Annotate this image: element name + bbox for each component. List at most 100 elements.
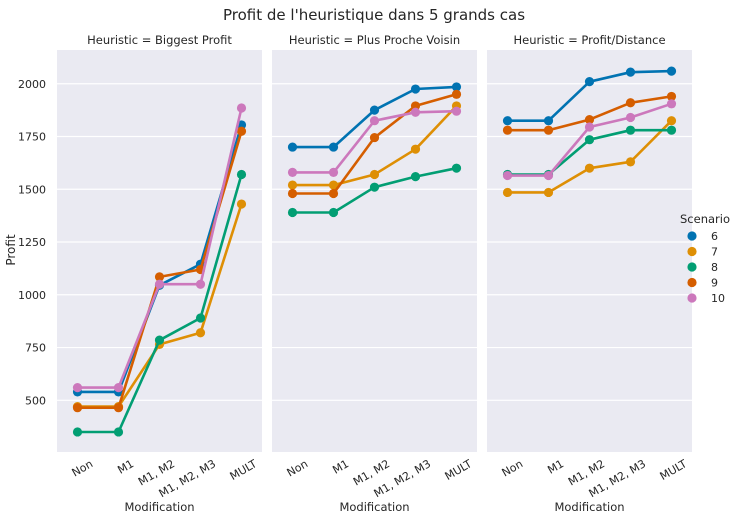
x-axis-label: Modification [339,500,409,514]
data-point [584,122,595,132]
legend: Scenario 6 7 8 9 10 [680,212,730,305]
data-point [287,188,298,199]
legend-marker [687,293,697,303]
legend-marker [687,246,697,257]
data-point [625,67,636,77]
data-point [369,132,380,143]
legend-label: 7 [711,246,718,259]
data-point [328,167,339,177]
data-point [236,103,247,113]
panel-title: Heuristic = Biggest Profit [87,33,232,47]
legend-marker [687,231,697,241]
data-point [328,142,339,152]
data-point [502,187,513,198]
x-tick-label: M1 [545,457,566,477]
data-point [543,170,554,181]
data-point [410,101,421,111]
legend-marker [687,277,697,288]
data-point [625,125,636,135]
x-tick-label: M1 [115,457,136,477]
x-tick-label: Non [285,457,311,479]
data-point [328,180,339,190]
data-point [195,279,206,289]
data-point [369,182,380,192]
legend-label: 6 [711,230,718,243]
data-point [236,199,247,209]
data-point [154,335,165,345]
data-point [236,126,247,136]
data-point [502,170,513,181]
data-point [236,169,247,180]
facet-panels: Heuristic = Biggest Profit 500 750 1000 1250… [18,33,692,514]
data-point [369,169,380,180]
data-point [625,112,636,123]
data-point [451,89,462,99]
data-point [666,91,677,102]
legend-marker [687,262,697,272]
x-tick-label: Non [70,457,96,479]
data-point [154,272,165,282]
data-point [666,116,677,126]
data-point [113,383,124,393]
data-point [666,99,677,109]
data-point [666,125,677,135]
data-point [369,105,380,115]
data-point [154,279,165,289]
data-point [113,427,124,437]
data-point [195,328,206,338]
data-point [410,107,421,117]
data-point [113,403,124,413]
data-point [451,106,462,116]
data-point [543,116,554,126]
y-tick-label: 750 [25,342,46,355]
data-point [584,163,595,173]
panel-title: Heuristic = Profit/Distance [513,33,665,47]
data-point [584,135,595,145]
data-point [543,125,554,135]
panel-title: Heuristic = Plus Proche Voisin [289,33,460,47]
y-tick-label: 1250 [18,236,46,249]
y-tick-label: 1750 [18,131,46,144]
x-tick-label: MULT [658,457,690,483]
data-point [72,427,83,437]
legend-title: Scenario [680,212,730,226]
data-point [287,167,298,177]
data-point [287,142,298,152]
legend-label: 8 [711,261,718,274]
data-point [410,84,421,94]
data-point [328,207,339,218]
x-tick-label: MULT [228,457,260,483]
data-point [543,187,554,198]
data-point [72,403,83,413]
y-axis-label: Profit [4,234,18,266]
data-point [369,116,380,126]
data-point [328,188,339,199]
y-tick-label: 1000 [18,289,46,302]
data-point [584,77,595,87]
legend-label: 9 [711,277,718,290]
y-tick-label: 1500 [18,183,46,196]
facet-panel: Heuristic = Biggest Profit 500 750 1000 1250… [18,33,262,514]
y-tick-label: 2000 [18,78,46,91]
x-tick-label: MULT [443,457,475,483]
data-point [451,82,462,92]
data-point [195,313,206,323]
data-point [625,157,636,167]
x-axis-label: Modification [124,500,194,514]
x-axis-label: Modification [554,500,624,514]
data-point [625,98,636,108]
y-tick-label: 500 [25,394,46,407]
data-point [410,172,421,182]
plot-background [487,50,692,452]
x-tick-label: M1 [330,457,351,477]
data-point [502,116,513,126]
data-point [584,115,595,125]
data-point [287,180,298,190]
data-point [410,144,421,154]
legend-label: 10 [711,292,725,305]
chart-title: Profit de l'heuristique dans 5 grands ca… [223,6,525,24]
x-tick-label: Non [500,457,526,479]
